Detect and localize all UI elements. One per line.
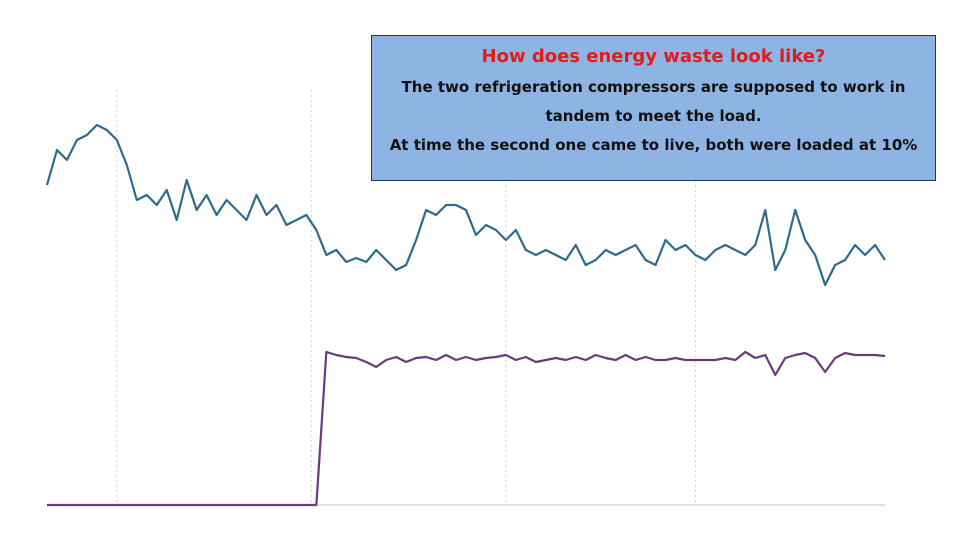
annotation-title: How does energy waste look like?	[481, 46, 826, 67]
annotation-box: How does energy waste look like? The two…	[371, 35, 936, 181]
annotation-line: At time the second one came to live, bot…	[389, 136, 918, 154]
annotation-line: The two refrigeration compressors are su…	[401, 78, 906, 96]
series-line	[47, 350, 886, 507]
series-line	[45, 123, 886, 287]
annotation-line: tandem to meet the load.	[545, 107, 762, 125]
